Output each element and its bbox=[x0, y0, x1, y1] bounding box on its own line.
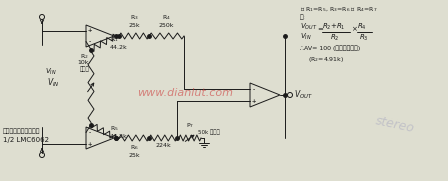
Text: 50k 电位器: 50k 电位器 bbox=[198, 129, 220, 135]
Text: (R$_2$=4.91k): (R$_2$=4.91k) bbox=[308, 55, 345, 64]
Text: R$_2$: R$_2$ bbox=[80, 52, 89, 61]
Text: $V_{IN}$: $V_{IN}$ bbox=[45, 67, 57, 77]
Text: www.dianlut.com: www.dianlut.com bbox=[137, 88, 233, 98]
Text: 10k: 10k bbox=[78, 60, 89, 64]
Text: $V_{OUT}$: $V_{OUT}$ bbox=[294, 89, 313, 101]
Text: -: - bbox=[88, 129, 92, 136]
Text: $V_{OUT}$: $V_{OUT}$ bbox=[300, 22, 318, 32]
Text: 1/2 LMC6062: 1/2 LMC6062 bbox=[3, 137, 49, 143]
Text: 所有的运算放大器均为: 所有的运算放大器均为 bbox=[3, 128, 40, 134]
Text: ×: × bbox=[351, 26, 357, 32]
Text: $V_{IN}$: $V_{IN}$ bbox=[300, 32, 312, 42]
Text: -: - bbox=[88, 39, 92, 45]
Text: R$_1$
44.2k: R$_1$ 44.2k bbox=[109, 35, 127, 50]
Text: R$_4$
250k: R$_4$ 250k bbox=[159, 13, 174, 28]
Text: =: = bbox=[317, 26, 323, 32]
Text: 电位器: 电位器 bbox=[79, 66, 89, 72]
Text: 当 R$_1$=R$_5$, R$_3$=R$_6$ 和 R$_4$=R$_7$: 当 R$_1$=R$_5$, R$_3$=R$_6$ 和 R$_4$=R$_7$ bbox=[300, 5, 377, 14]
Text: R$_6$
25k: R$_6$ 25k bbox=[128, 143, 140, 158]
Text: -: - bbox=[252, 86, 256, 92]
Text: $V_{IN}$: $V_{IN}$ bbox=[47, 77, 60, 89]
Text: R$_3$
25k: R$_3$ 25k bbox=[128, 13, 140, 28]
Text: P$_7$: P$_7$ bbox=[186, 121, 194, 130]
Text: $R_3$: $R_3$ bbox=[359, 33, 369, 43]
Text: $R_2$: $R_2$ bbox=[330, 33, 340, 43]
Text: +: + bbox=[252, 98, 256, 104]
Text: R$_5$
44.2k: R$_5$ 44.2k bbox=[109, 124, 127, 139]
Text: 224k: 224k bbox=[155, 143, 171, 148]
Text: 时:: 时: bbox=[300, 14, 306, 20]
Text: +: + bbox=[88, 140, 92, 146]
Text: +: + bbox=[88, 28, 92, 33]
Text: $R_4$: $R_4$ bbox=[357, 22, 367, 32]
Text: $R_2$+$R_1$: $R_2$+$R_1$ bbox=[322, 22, 345, 32]
Text: stereo: stereo bbox=[374, 115, 416, 135]
Text: ∴AV= 100 (对本电路而言): ∴AV= 100 (对本电路而言) bbox=[300, 45, 360, 51]
